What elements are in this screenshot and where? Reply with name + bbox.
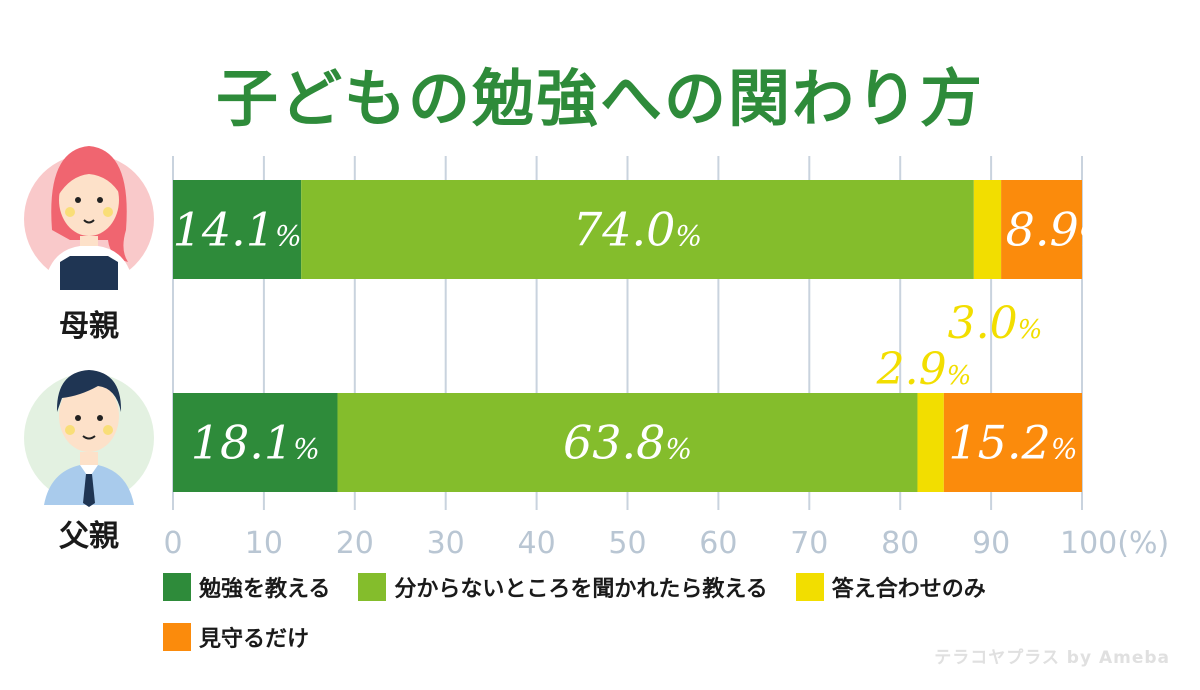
data-label: 14.1% [173,203,302,257]
legend: 勉強を教える 分からないところを聞かれたら教える 答え合わせのみ見守るだけ [163,572,1163,652]
x-tick-label: 40 [518,526,556,561]
value-labels: 14.1% 74.0% 8.9% 18.1% 63.8% 15.2% 3.0%2.9% [173,203,1106,470]
legend-label: 見守るだけ [199,627,310,652]
x-tick-label: 70 [790,526,828,561]
data-label: 15.2% [948,416,1077,470]
mother-avatar-icon [24,146,154,290]
legend-item: 勉強を教える [163,572,330,602]
legend-label: 勉強を教える [199,577,331,602]
watermark-logo: テラコヤプラス by Ameba [934,648,1170,668]
x-tick-label: 80 [881,526,919,561]
bar-segment [173,393,338,492]
legend-item: 見守るだけ [163,622,309,652]
x-tick-label: 20 [336,526,374,561]
bar-segment [337,393,918,492]
legend-item: 答え合わせのみ [795,572,986,602]
bar-segment [173,180,302,279]
x-tick-label: 90 [972,526,1010,561]
x-tick-label: 100(%) [1060,526,1169,561]
legend-item: 分からないところを聞かれたら教える [358,572,768,602]
data-label: 2.9% [876,344,972,395]
data-label: 3.0% [948,298,1043,349]
data-label: 74.0% [573,203,702,257]
category-label-mother: 母親 [59,309,119,344]
legend-swatch [163,623,191,651]
x-tick-label: 10 [245,526,283,561]
x-tick-labels: 0 10 20 30 40 50 60 70 80 90 100(%) [163,526,1169,561]
father-avatar-icon [24,370,154,507]
bar-segment [301,180,974,279]
x-tick-label: 50 [608,526,646,561]
bar-segment [917,393,944,492]
legend-swatch [795,573,824,601]
legend-label: 答え合わせのみ [831,577,986,602]
legend-swatch [358,573,387,601]
x-tick-label: 0 [163,526,182,561]
data-label: 63.8% [563,416,692,470]
bars [173,180,1082,492]
bar-segment [943,393,1082,492]
x-tick-label: 30 [427,526,465,561]
data-label: 8.9% [1006,203,1106,257]
bar-segment [1001,180,1082,279]
legend-label: 分からないところを聞かれたら教える [394,577,768,602]
x-tick-label: 60 [699,526,737,561]
chart-title: 子どもの勉強への関わり方 [215,62,984,135]
data-label: 18.1% [191,416,320,470]
legend-swatch [163,573,191,601]
category-label-father: 父親 [59,519,119,554]
bar-segment [973,180,1002,279]
